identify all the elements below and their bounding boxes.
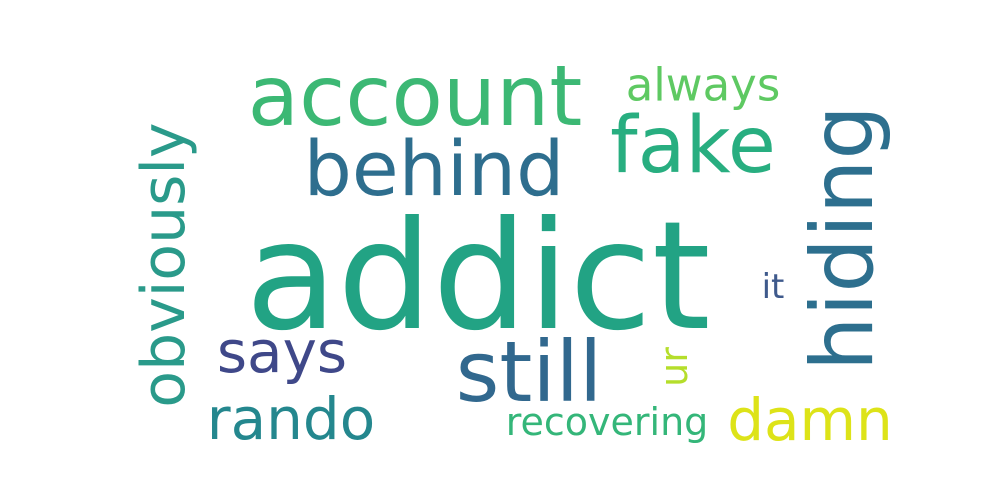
word-behind: behind: [303, 124, 565, 213]
word-fake: fake: [610, 101, 776, 191]
word-always: always: [625, 58, 781, 112]
word-addict: addict: [245, 190, 711, 364]
word-obviously: obviously: [129, 122, 199, 408]
word-ur: ur: [652, 347, 696, 387]
word-hiding: hiding: [793, 105, 893, 371]
word-damn: damn: [727, 386, 893, 454]
word-still: still: [455, 323, 603, 421]
word-recovering: recovering: [505, 400, 709, 444]
word-says: says: [216, 318, 348, 386]
word-account: account: [247, 47, 583, 145]
word-it: it: [761, 267, 785, 307]
word-rando: rando: [206, 385, 376, 453]
